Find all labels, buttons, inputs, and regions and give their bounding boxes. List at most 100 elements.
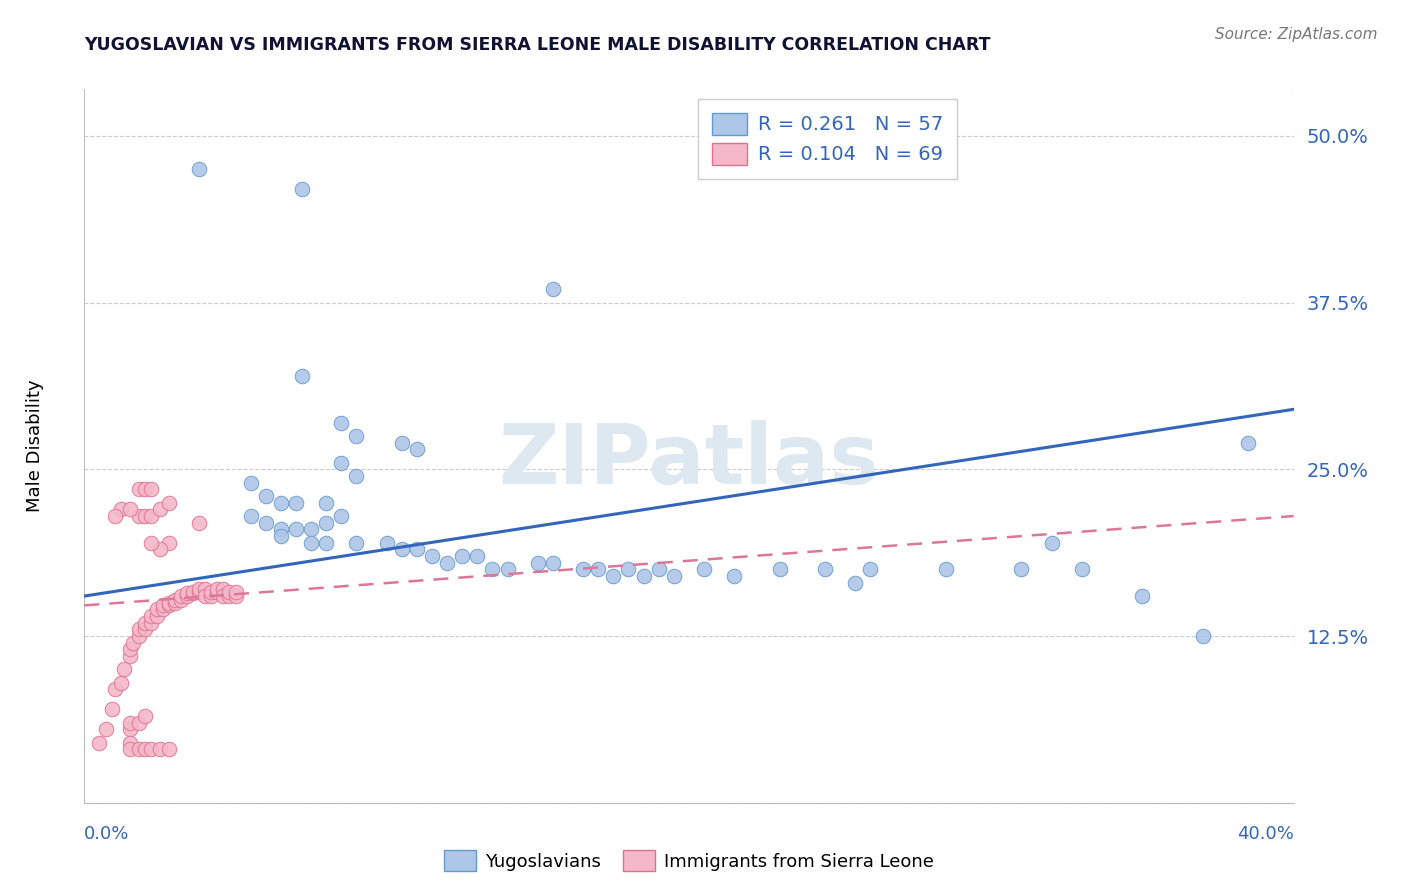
Point	[118, 742, 141, 756]
Point	[299, 535, 322, 549]
Point	[128, 715, 150, 730]
Point	[346, 429, 368, 443]
Point	[207, 585, 229, 599]
Point	[188, 162, 211, 177]
Point	[769, 562, 792, 576]
Point	[176, 586, 198, 600]
Point	[814, 562, 837, 576]
Point	[239, 509, 262, 524]
Point	[481, 562, 503, 576]
Point	[128, 483, 150, 497]
Point	[1010, 562, 1032, 576]
Point	[935, 562, 957, 576]
Point	[451, 549, 474, 563]
Point	[157, 535, 180, 549]
Point	[420, 549, 443, 563]
Point	[647, 562, 671, 576]
Point	[218, 585, 240, 599]
Point	[163, 593, 186, 607]
Point	[284, 522, 308, 536]
Point	[139, 609, 162, 624]
Point	[157, 496, 180, 510]
Point	[346, 469, 368, 483]
Point	[146, 609, 169, 624]
Point	[128, 623, 150, 637]
Point	[104, 682, 127, 697]
Point	[218, 589, 240, 603]
Point	[157, 742, 180, 756]
Point	[1071, 562, 1094, 576]
Point	[291, 182, 314, 196]
Point	[194, 582, 217, 597]
Point	[89, 736, 111, 750]
Text: Source: ZipAtlas.com: Source: ZipAtlas.com	[1215, 27, 1378, 42]
Text: ZIPatlas: ZIPatlas	[499, 420, 879, 500]
Legend: Yugoslavians, Immigrants from Sierra Leone: Yugoslavians, Immigrants from Sierra Leo…	[436, 843, 942, 879]
Point	[152, 602, 174, 616]
Point	[572, 562, 595, 576]
Point	[121, 636, 143, 650]
Point	[112, 662, 135, 676]
Point	[723, 569, 745, 583]
Point	[467, 549, 489, 563]
Point	[139, 509, 162, 524]
Point	[94, 723, 117, 737]
Point	[200, 585, 222, 599]
Point	[541, 556, 564, 570]
Point	[225, 589, 247, 603]
Point	[176, 589, 198, 603]
Text: Male Disability: Male Disability	[27, 380, 44, 512]
Point	[212, 582, 235, 597]
Point	[207, 582, 229, 597]
Point	[844, 575, 866, 590]
Legend: R = 0.261   N = 57, R = 0.104   N = 69: R = 0.261 N = 57, R = 0.104 N = 69	[699, 99, 957, 178]
Point	[134, 483, 156, 497]
Point	[270, 529, 292, 543]
Point	[134, 615, 156, 630]
Point	[163, 596, 186, 610]
Point	[436, 556, 458, 570]
Point	[496, 562, 519, 576]
Point	[859, 562, 882, 576]
Point	[617, 562, 640, 576]
Point	[1237, 435, 1260, 450]
Point	[139, 742, 162, 756]
Point	[239, 475, 262, 490]
Point	[149, 542, 172, 557]
Point	[315, 535, 337, 549]
Point	[188, 516, 211, 530]
Text: 0.0%: 0.0%	[84, 825, 129, 843]
Point	[526, 556, 548, 570]
Point	[284, 496, 308, 510]
Point	[1040, 535, 1063, 549]
Point	[181, 586, 204, 600]
Point	[110, 502, 132, 516]
Point	[104, 509, 127, 524]
Point	[181, 585, 204, 599]
Point	[346, 535, 368, 549]
Point	[170, 593, 193, 607]
Point	[134, 742, 156, 756]
Point	[588, 562, 610, 576]
Point	[157, 599, 180, 613]
Point	[100, 702, 122, 716]
Point	[134, 709, 156, 723]
Point	[110, 675, 132, 690]
Text: YUGOSLAVIAN VS IMMIGRANTS FROM SIERRA LEONE MALE DISABILITY CORRELATION CHART: YUGOSLAVIAN VS IMMIGRANTS FROM SIERRA LE…	[84, 36, 991, 54]
Point	[157, 596, 180, 610]
Point	[118, 502, 141, 516]
Point	[139, 615, 162, 630]
Point	[128, 629, 150, 643]
Point	[128, 742, 150, 756]
Point	[118, 649, 141, 664]
Point	[1191, 629, 1213, 643]
Point	[633, 569, 655, 583]
Point	[662, 569, 685, 583]
Point	[254, 489, 277, 503]
Point	[170, 589, 193, 603]
Point	[406, 542, 429, 557]
Point	[139, 535, 162, 549]
Point	[315, 516, 337, 530]
Point	[118, 736, 141, 750]
Point	[330, 509, 353, 524]
